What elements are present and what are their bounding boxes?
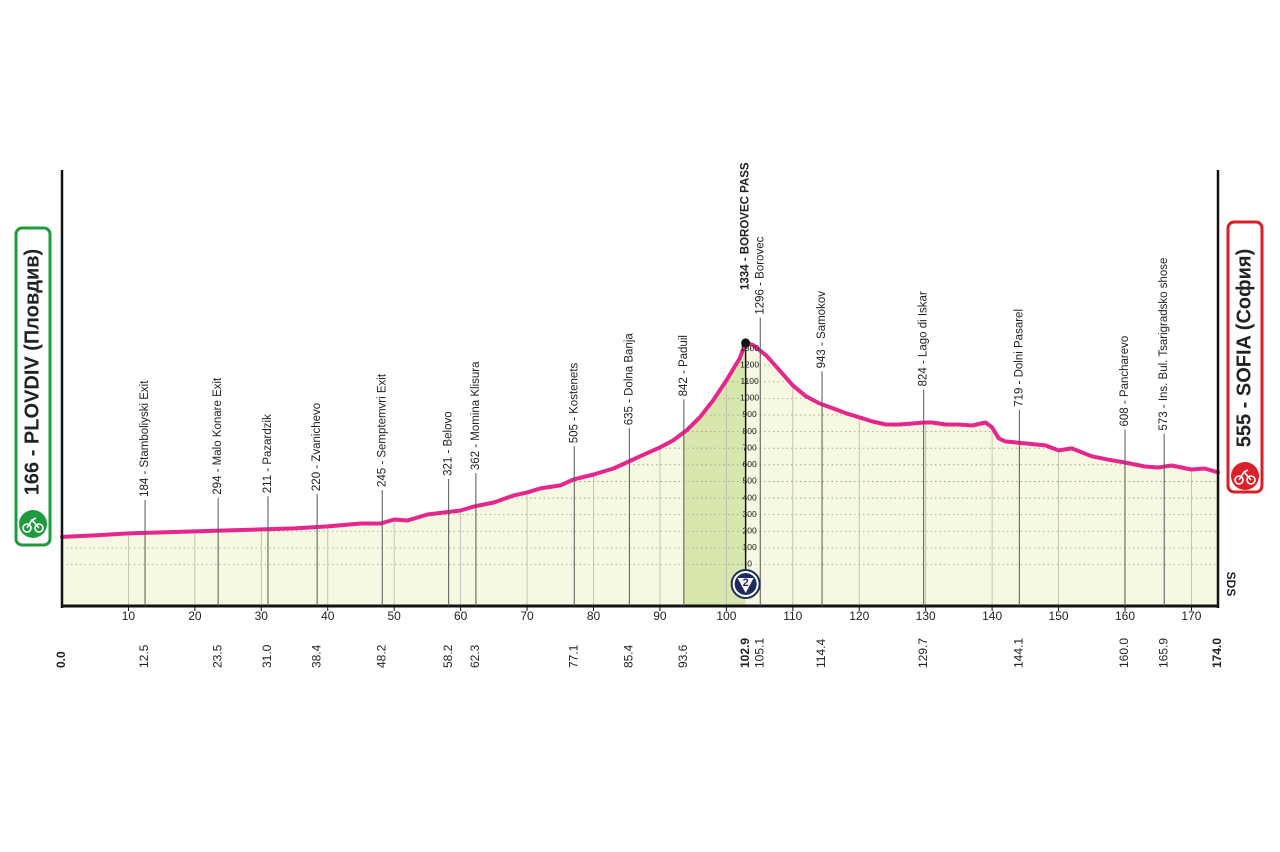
waypoint-label: 573 - Ins. Bul. Tsarigradsko shose — [1158, 258, 1170, 431]
x-tick-label: 30 — [255, 609, 269, 623]
x-tick-label: 130 — [916, 609, 936, 623]
x-tick-label: 100 — [716, 609, 736, 623]
waypoint-label: 635 - Dolna Banja — [623, 333, 635, 426]
y-tick-label: 200 — [743, 526, 757, 536]
km-label: 31.0 — [260, 644, 274, 668]
start-box — [14, 226, 52, 547]
waypoint-label: 824 - Lago di Iskar — [918, 291, 930, 386]
y-tick-label: 400 — [743, 492, 757, 502]
waypoint-label: 719 - Dolni Pasarel — [1013, 309, 1025, 407]
km-label: 114.4 — [814, 639, 828, 668]
waypoint-label: 245 - Semptemvri Exit — [376, 373, 388, 487]
waypoint-label: 184 - Stamboliyski Exit — [139, 380, 151, 497]
waypoint-label: 943 - Samokov — [816, 291, 828, 369]
y-tick-label: 600 — [743, 459, 757, 469]
y-tick-label: 1300 — [740, 343, 759, 353]
summit-label: 1334 - BOROVEC PASS — [740, 162, 752, 290]
x-tick-label: 70 — [520, 609, 534, 623]
profile-line — [60, 340, 1220, 539]
waypoint-label: 321 - Belovo — [443, 411, 455, 476]
x-tick-label: 10 — [122, 609, 136, 623]
sds-label: SDS — [1224, 572, 1238, 597]
y-tick-label: 300 — [743, 509, 757, 519]
finish-box — [1226, 220, 1264, 494]
y-tick-label: 100 — [743, 542, 757, 552]
y-tick-label: 0 — [747, 559, 752, 569]
start-label: 166 - PLOVDIV (Пловдив) — [21, 249, 43, 495]
x-tick-label: 140 — [982, 609, 1002, 623]
y-tick-label: 500 — [743, 476, 757, 486]
x-tick-label: 150 — [1049, 609, 1069, 623]
climb-category: 2 — [743, 577, 749, 589]
y-tick-label: 1000 — [740, 393, 759, 403]
summit-dot — [741, 338, 751, 348]
y-tick-label: 900 — [743, 409, 757, 419]
profile-area — [62, 342, 1218, 606]
waypoint-label: 608 - Pancharevo — [1119, 336, 1131, 427]
y-tick-label: 700 — [743, 442, 757, 452]
x-tick-label: 90 — [653, 609, 667, 623]
climb-badge-triangle — [737, 578, 754, 593]
finish-label: 555 - SOFIA (София) — [1233, 249, 1255, 448]
finish-km-label: 174.0 — [1210, 638, 1224, 668]
km-label: 62.3 — [468, 644, 482, 668]
km-label: 77.1 — [566, 644, 580, 668]
y-tick-label: 1100 — [740, 376, 759, 386]
waypoint-label: 1296 - Borovec — [754, 236, 766, 314]
y-tick-label: 800 — [743, 426, 757, 436]
summit-km-label: 102.9 — [738, 638, 752, 668]
x-tick-label: 110 — [783, 609, 802, 623]
waypoint-label: 294 - Malo Konare Exit — [212, 377, 224, 495]
km-label: 38.4 — [309, 644, 323, 668]
waypoint-label: 505 - Kostenets — [568, 362, 580, 443]
waypoint-label: 220 - Zvanichevo — [311, 403, 323, 491]
x-tick-label: 20 — [188, 609, 202, 623]
start-icon — [19, 510, 47, 538]
x-tick-label: 80 — [587, 609, 601, 623]
x-tick-label: 170 — [1181, 609, 1201, 623]
waypoint-label: 362 - Momina Klisura — [470, 361, 482, 470]
y-tick-label: 1200 — [740, 359, 759, 369]
km-label: 23.5 — [210, 644, 224, 668]
km-label: 105.1 — [752, 638, 766, 668]
x-tick-label: 60 — [454, 609, 468, 623]
climb-area — [683, 342, 746, 606]
km-label: 144.1 — [1012, 638, 1026, 668]
km-label: 165.9 — [1156, 638, 1170, 668]
waypoint-label: 842 - Paduil — [678, 335, 690, 396]
x-tick-label: 120 — [849, 609, 869, 623]
km-label: 160.0 — [1117, 638, 1131, 668]
x-tick-label: 160 — [1115, 609, 1135, 623]
km-label: 93.6 — [676, 644, 690, 668]
km-label: 48.2 — [374, 644, 388, 668]
x-tick-label: 40 — [321, 609, 335, 623]
km-label: 12.5 — [137, 644, 151, 668]
start-km-label: 0.0 — [54, 651, 68, 668]
finish-icon — [1231, 462, 1259, 490]
km-label: 129.7 — [916, 638, 930, 668]
km-label: 85.4 — [622, 644, 636, 668]
km-label: 58.2 — [441, 644, 455, 668]
waypoint-label: 211 - Pazardzik — [262, 414, 274, 493]
x-tick-label: 50 — [388, 609, 402, 623]
